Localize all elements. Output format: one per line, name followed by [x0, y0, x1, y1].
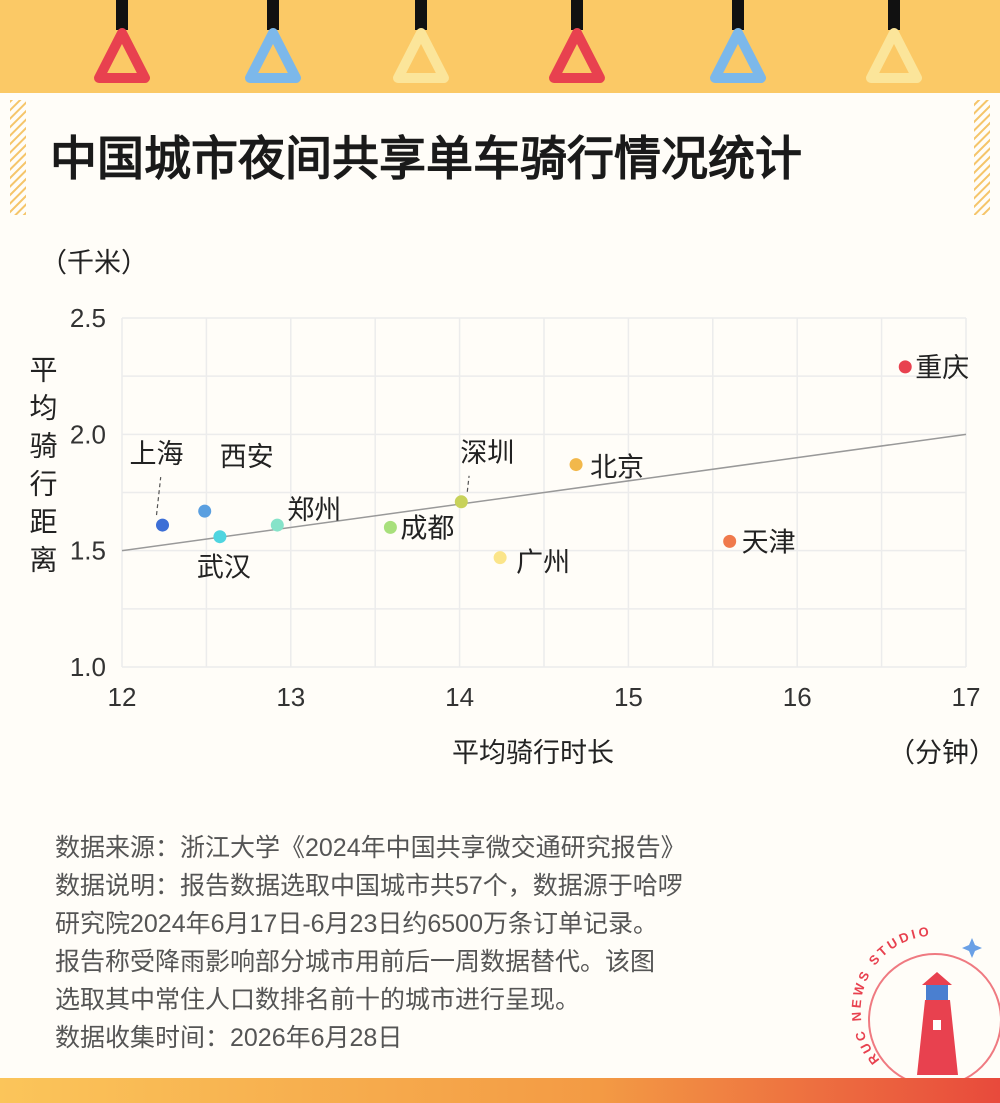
point-label: 深圳 [460, 438, 514, 468]
point-label: 成都 [400, 513, 454, 543]
point [156, 518, 170, 532]
decoration [974, 100, 990, 215]
logo-text-path: RUC NEWS STUDIO [848, 924, 929, 1068]
x-tick-label: 14 [445, 682, 474, 712]
point-label: 北京 [590, 453, 644, 483]
point [213, 530, 227, 544]
note-line: 数据说明：报告数据选取中国城市共57个，数据源于哈啰 [55, 872, 683, 900]
point-label: 重庆 [915, 353, 969, 383]
leader-line [466, 475, 470, 492]
handle [866, 28, 922, 83]
handle [393, 28, 449, 83]
x-tick-label: 17 [952, 682, 981, 712]
x-axis-label: 平均骑行时长 [452, 738, 614, 768]
strap [415, 0, 427, 30]
strap [116, 0, 128, 30]
bottom-band [0, 1078, 1000, 1103]
note-line: 报告称受降雨影响部分城市用前后一周数据替代。该图 [55, 948, 655, 976]
y-tick-label: 1.5 [70, 536, 106, 566]
point [383, 520, 397, 534]
handle [710, 28, 766, 83]
chart-title: 中国城市夜间共享单车骑行情况统计 [50, 132, 802, 185]
y-tick-label: 1.0 [70, 652, 106, 682]
point [723, 534, 737, 548]
y-tick-label: 2.0 [70, 419, 106, 449]
point-label: 广州 [516, 548, 570, 578]
header-band [0, 0, 1000, 93]
strap [571, 0, 583, 30]
point-label: 武汉 [197, 553, 251, 583]
notes: 数据来源：浙江大学《2024年中国共享微交通研究报告》数据说明：报告数据选取中国… [55, 834, 686, 1052]
y-tick-label: 2.5 [70, 303, 106, 333]
x-unit: （分钟） [888, 738, 996, 768]
point [898, 360, 912, 374]
handle [549, 28, 605, 83]
y-axis-label: 平均骑行距离 [27, 355, 58, 583]
point-label: 西安 [220, 442, 274, 472]
point [198, 504, 212, 518]
leader-line [155, 477, 162, 516]
straps [94, 0, 922, 83]
logo: RUC NEWS STUDIO [848, 924, 1000, 1087]
x-tick-label: 16 [783, 682, 812, 712]
x-tick-label: 13 [276, 682, 305, 712]
handle [245, 28, 301, 83]
note-line: 研究院2024年6月17日-6月23日约6500万条订单记录。 [55, 910, 658, 938]
handle [94, 28, 150, 83]
decoration [10, 100, 26, 215]
note-line: 数据来源：浙江大学《2024年中国共享微交通研究报告》 [55, 834, 686, 862]
note-line: 选取其中常住人口数排名前十的城市进行呈现。 [55, 986, 580, 1014]
strap [732, 0, 744, 30]
logo-text: RUC NEWS STUDIO [848, 924, 932, 1068]
point [270, 518, 284, 532]
point [454, 495, 468, 509]
x-tick-label: 15 [614, 682, 643, 712]
note-line: 数据收集时间：2026年6月28日 [55, 1024, 402, 1052]
strap [267, 0, 279, 30]
trendline [121, 433, 967, 552]
point [569, 458, 583, 472]
strap [888, 0, 900, 30]
point-label: 天津 [742, 527, 796, 557]
y-unit: （千米） [40, 248, 148, 278]
x-tick-label: 12 [108, 682, 137, 712]
point-label: 上海 [130, 439, 184, 469]
point-label: 郑州 [287, 495, 341, 525]
point [493, 551, 507, 565]
